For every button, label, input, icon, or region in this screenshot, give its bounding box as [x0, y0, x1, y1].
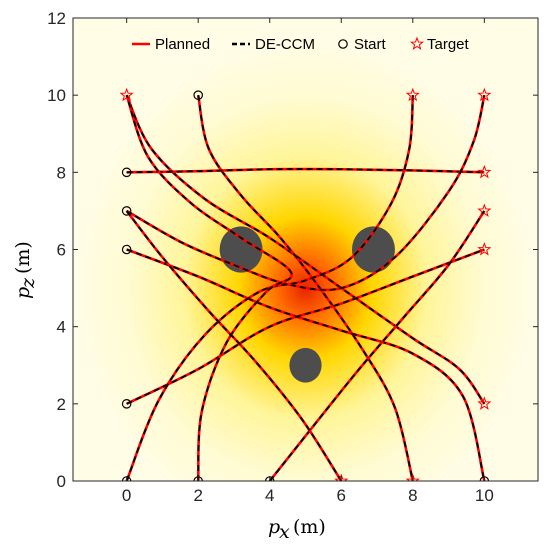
target-marker-8	[405, 473, 420, 481]
legend-start-marker	[338, 39, 348, 49]
x-tick-label-0: 0	[122, 486, 131, 505]
y-tick-label-1: 2	[57, 395, 66, 414]
y-tick-label-5: 10	[47, 86, 66, 105]
start-marker-4	[121, 399, 132, 409]
obstacle-1	[352, 226, 395, 273]
y-tick-label-2: 4	[57, 318, 66, 337]
target-marker-3	[477, 164, 492, 179]
target-marker-1	[405, 87, 420, 102]
y-axis-label-symbol: p	[12, 287, 34, 299]
x-tick-label-4: 8	[408, 486, 417, 505]
y-axis-label: p z (m)	[12, 241, 39, 299]
x-axis-label-subscript: x	[279, 521, 290, 543]
legend-planned-label: Planned	[155, 36, 210, 53]
x-tick-label-1: 2	[193, 486, 202, 505]
target-marker-4	[477, 203, 492, 217]
axis-ticks: 0 2 4 6 8 10 0 2 4 6 8 10 12	[47, 9, 538, 505]
start-marker-2	[121, 206, 132, 216]
x-tick-label-5: 10	[475, 486, 494, 505]
markers-layer	[119, 87, 492, 481]
obstacle-2	[289, 347, 322, 383]
start-marker-1	[121, 167, 132, 178]
y-axis-label-unit: (m)	[12, 241, 34, 274]
y-tick-label-6: 12	[47, 9, 66, 28]
deccm-trajectory-2	[126, 168, 485, 174]
target-marker-0	[119, 87, 134, 102]
deccm-trajectory-8	[269, 210, 486, 481]
start-marker-3	[121, 244, 132, 255]
y-tick-label-3: 6	[57, 241, 66, 260]
cost-heatmap	[83, 48, 528, 481]
legend-target-marker	[409, 36, 425, 51]
legend-start-label: Start	[354, 36, 387, 53]
legend: Planned DE-CCM Start Target	[132, 36, 470, 53]
legend-target-label: Target	[427, 36, 470, 53]
target-marker-2	[477, 87, 492, 102]
trajectories-layer	[125, 94, 486, 481]
x-axis-label-symbol: p	[268, 516, 280, 538]
deccm-trajectory-0	[125, 94, 486, 405]
deccm-trajectory-5	[126, 248, 485, 405]
deccm-trajectory-1	[197, 94, 414, 481]
target-marker-6	[477, 396, 492, 410]
deccm-trajectory-3	[126, 94, 486, 291]
obstacles-layer	[219, 226, 395, 383]
legend-deccm-label: DE-CCM	[255, 36, 315, 53]
target-marker-5	[477, 242, 492, 256]
deccm-trajectory-9	[125, 210, 343, 481]
x-tick-label-3: 6	[337, 486, 346, 505]
target-marker-7	[334, 473, 349, 481]
start-marker-0	[193, 90, 203, 100]
obstacle-0	[219, 226, 263, 273]
deccm-trajectory-4	[126, 248, 486, 481]
deccm-trajectory-7	[125, 94, 293, 481]
y-tick-label-0: 0	[57, 472, 66, 491]
x-axis-label-unit: (m)	[293, 516, 326, 538]
x-tick-label-2: 4	[265, 486, 274, 505]
deccm-trajectory-6	[125, 95, 414, 481]
y-axis-label-subscript: z	[17, 277, 39, 289]
y-tick-label-4: 8	[57, 163, 66, 182]
